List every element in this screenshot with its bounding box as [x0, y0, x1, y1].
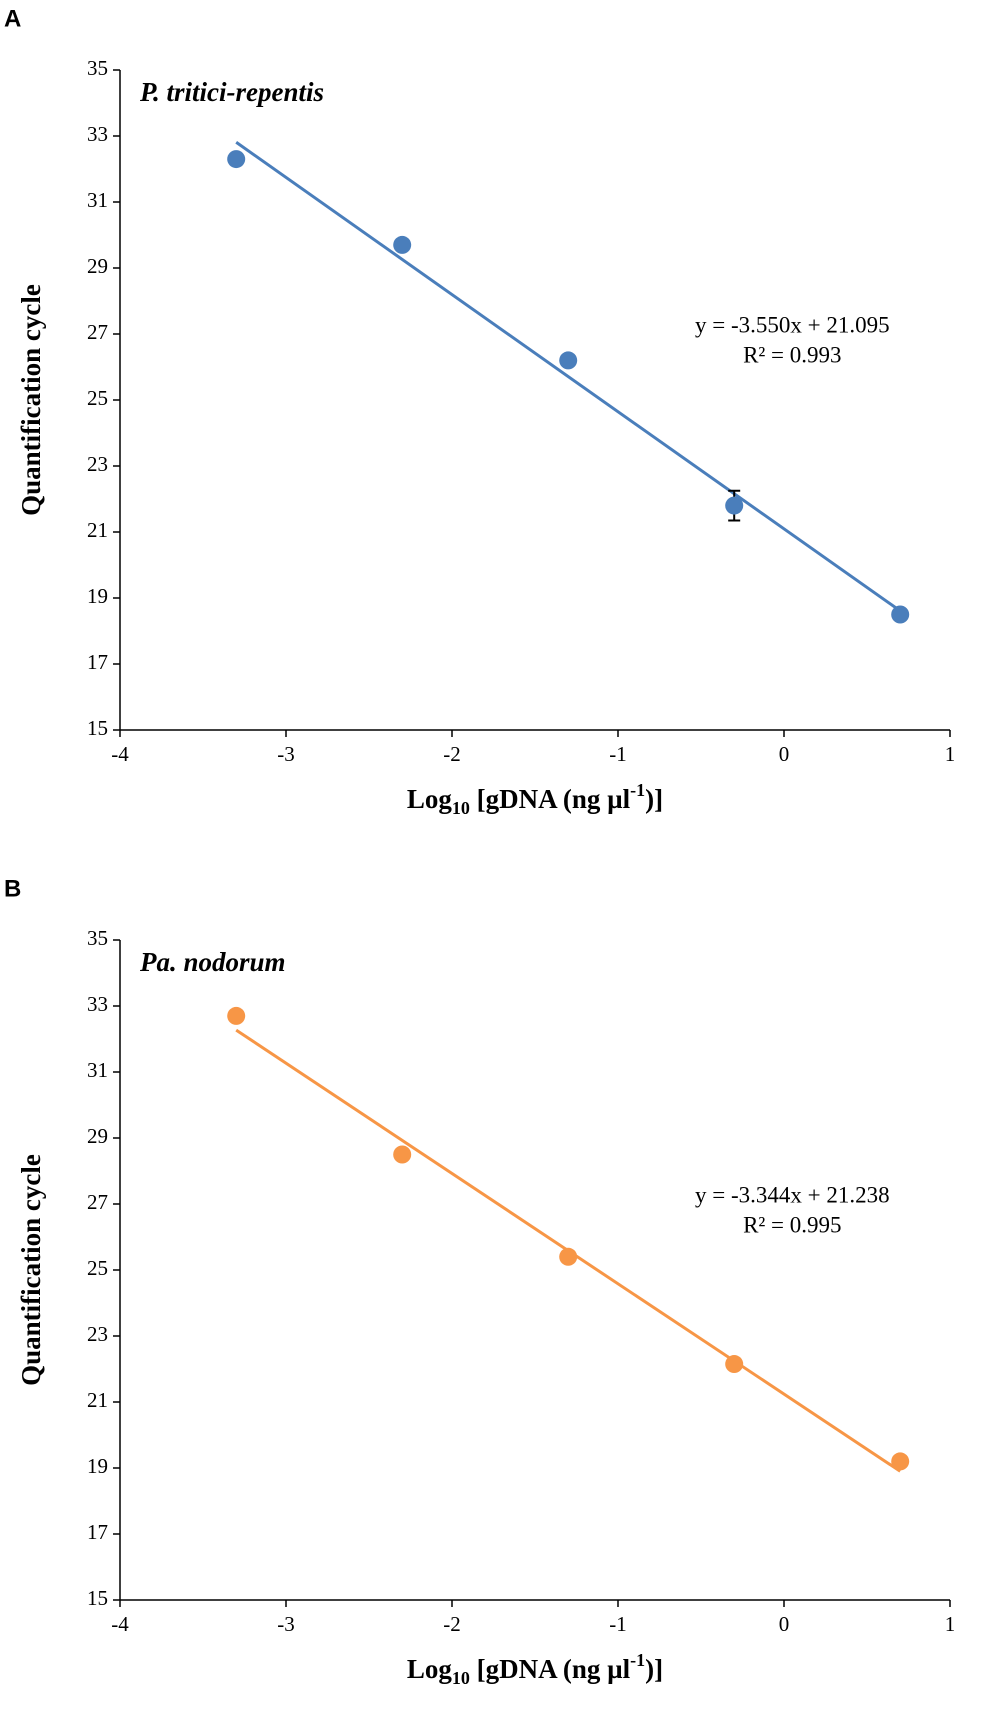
equation: y = -3.344x + 21.238 — [695, 1183, 890, 1208]
data-point — [891, 1452, 910, 1471]
x-axis-title-part: 10 — [452, 798, 470, 818]
x-tick-label: 1 — [945, 1612, 956, 1636]
chart-panel: A 15 17 19 21 23 25 27 29 31 33 35 -4 -3 -2 -1 0 1 Quantif… — [4, 5, 955, 818]
x-axis-title-part: [gDNA (ng µl — [470, 1654, 631, 1684]
data-point — [891, 605, 910, 624]
y-tick-label: 25 — [87, 1256, 108, 1280]
y-tick-label: 19 — [87, 584, 108, 608]
y-tick-label: 15 — [87, 1586, 108, 1610]
y-axis-title: Quantification cycle — [16, 284, 46, 516]
trendline — [235, 141, 902, 613]
x-tick-label: -4 — [111, 1612, 129, 1636]
data-point — [725, 1355, 744, 1374]
y-tick-label: 27 — [87, 1190, 108, 1214]
y-tick-label: 21 — [87, 518, 108, 542]
y-tick-label: 31 — [87, 1058, 108, 1082]
x-axis-title: Log10 [gDNA (ng µl-1)] — [407, 780, 663, 818]
equation: R² = 0.993 — [743, 343, 841, 368]
x-tick-label: -2 — [443, 742, 461, 766]
y-tick-label: 29 — [87, 254, 108, 278]
x-axis-title-part: -1 — [630, 1650, 645, 1670]
species-label: Pa. nodorum — [139, 947, 286, 977]
data-point — [227, 150, 246, 169]
x-tick-label: 1 — [945, 742, 956, 766]
data-point — [393, 1145, 412, 1164]
y-tick-label: 29 — [87, 1124, 108, 1148]
y-tick-label: 23 — [87, 452, 108, 476]
y-tick-label: 17 — [87, 1520, 108, 1544]
y-tick-label: 19 — [87, 1454, 108, 1478]
panel-label: A — [4, 5, 21, 32]
y-tick-label: 33 — [87, 122, 108, 146]
x-tick-label: -1 — [609, 742, 627, 766]
species-label: P. tritici-repentis — [139, 77, 324, 107]
x-axis-title-part: Log — [407, 1654, 453, 1684]
equation: y = -3.550x + 21.095 — [695, 313, 890, 338]
x-axis-title-part: Log — [407, 784, 453, 814]
x-tick-label: -3 — [277, 1612, 295, 1636]
y-tick-label: 25 — [87, 386, 108, 410]
y-tick-label: 17 — [87, 650, 108, 674]
x-tick-label: -1 — [609, 1612, 627, 1636]
data-point — [559, 1247, 578, 1266]
chart-panel: B 15 17 19 21 23 25 27 29 31 33 35 -4 -3 -2 -1 0 1 Quantif… — [4, 875, 955, 1688]
x-axis-title-part: -1 — [630, 780, 645, 800]
y-tick-label: 35 — [87, 56, 108, 80]
data-point — [725, 496, 744, 515]
equation: R² = 0.995 — [743, 1213, 841, 1238]
x-tick-label: 0 — [779, 1612, 790, 1636]
y-tick-label: 27 — [87, 320, 108, 344]
x-tick-label: -4 — [111, 742, 129, 766]
y-axis-title: Quantification cycle — [16, 1154, 46, 1386]
x-axis-title-part: )] — [645, 1654, 663, 1684]
x-tick-label: -3 — [277, 742, 295, 766]
panel-label: B — [4, 875, 21, 902]
y-tick-label: 31 — [87, 188, 108, 212]
y-tick-label: 21 — [87, 1388, 108, 1412]
x-axis-title-part: 10 — [452, 1668, 470, 1688]
y-tick-label: 35 — [87, 926, 108, 950]
data-point — [393, 235, 412, 254]
y-tick-label: 33 — [87, 992, 108, 1016]
data-point — [559, 351, 578, 370]
x-axis-title-part: )] — [645, 784, 663, 814]
x-tick-label: 0 — [779, 742, 790, 766]
y-tick-label: 23 — [87, 1322, 108, 1346]
data-point — [227, 1006, 246, 1025]
x-axis-title: Log10 [gDNA (ng µl-1)] — [407, 1650, 663, 1688]
y-tick-label: 15 — [87, 716, 108, 740]
x-axis-title-part: [gDNA (ng µl — [470, 784, 631, 814]
x-tick-label: -2 — [443, 1612, 461, 1636]
